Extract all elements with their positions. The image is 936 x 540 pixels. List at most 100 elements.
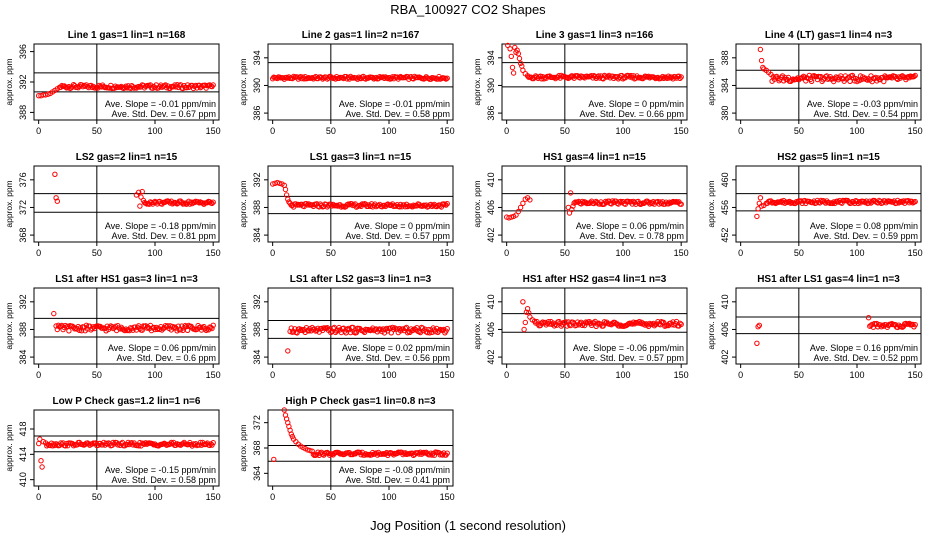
stat-std-dev: Ave. Std. Dev. = 0.57 ppm [580, 353, 684, 363]
y-tick-label: 388 [252, 322, 262, 337]
data-point [306, 201, 312, 207]
y-tick-label: 372 [252, 415, 262, 430]
data-point [558, 72, 564, 79]
x-tick-label: 150 [908, 126, 923, 136]
data-point [183, 85, 190, 91]
data-point [53, 195, 59, 201]
data-point [754, 340, 760, 346]
x-tick-label: 150 [440, 492, 455, 502]
plot-frame [735, 43, 922, 121]
y-tick-label: 414 [18, 447, 28, 462]
data-point [444, 75, 450, 81]
x-tick-label: 50 [794, 126, 804, 136]
data-point [76, 327, 83, 333]
data-point [304, 447, 311, 453]
y-tick-label: 376 [18, 172, 28, 187]
panel-5: LS2 gas=2 lin=1 n=15 368 372 376 approx. ppm… [4, 152, 221, 258]
x-tick-label: 50 [560, 126, 570, 136]
data-point [62, 84, 69, 90]
data-point [210, 199, 216, 205]
data-point [678, 74, 684, 80]
data-point [865, 315, 872, 321]
y-tick-label: 388 [252, 200, 262, 215]
data-point [835, 199, 842, 205]
panel-title: LS2 gas=2 lin=1 n=15 [76, 152, 178, 163]
data-point [198, 442, 205, 448]
data-point [136, 189, 142, 196]
x-tick-label: 0 [270, 370, 275, 380]
x-tick-label: 0 [36, 492, 41, 502]
data-point [635, 320, 641, 326]
y-axis-label: approx. ppm [4, 180, 14, 227]
stat-slope: Ave. Slope = 0.06 ppm/min [108, 343, 216, 353]
data-point [442, 201, 448, 207]
x-tick-label: 0 [36, 126, 41, 136]
data-point [522, 319, 528, 326]
stat-slope: Ave. Slope = -0.18 ppm/min [105, 221, 216, 231]
panel-title: Line 2 gas=1 lin=2 n=167 [302, 30, 420, 41]
data-point [677, 75, 683, 82]
data-points [270, 73, 450, 82]
y-tick-label: 456 [720, 200, 730, 215]
data-point [186, 322, 192, 329]
y-axis-label: approx. ppm [238, 424, 248, 471]
data-point [678, 321, 684, 327]
x-tick-label: 0 [738, 248, 743, 258]
data-point [507, 46, 513, 52]
panel-11: HS1 after HS2 gas=4 lin=1 n=3 402 406 410 ap… [472, 274, 689, 380]
x-tick-label: 100 [849, 370, 864, 380]
y-tick-label: 394 [252, 50, 262, 65]
x-tick-label: 50 [560, 248, 570, 258]
y-tick-label: 368 [18, 228, 28, 243]
data-points [504, 190, 684, 221]
y-axis-label: approx. ppm [4, 58, 14, 105]
data-point [515, 51, 521, 57]
data-point [510, 70, 517, 76]
y-axis-label: approx. ppm [238, 58, 248, 105]
data-point [444, 201, 450, 207]
x-tick-label: 150 [440, 248, 455, 258]
y-tick-label: 368 [252, 440, 262, 455]
data-point [514, 47, 520, 53]
data-point [363, 451, 369, 457]
data-point [912, 322, 918, 328]
stat-std-dev: Ave. Std. Dev. = 0.52 ppm [814, 353, 918, 363]
stat-std-dev: Ave. Std. Dev. = 0.58 ppm [346, 109, 450, 119]
data-point [170, 325, 177, 331]
data-point [144, 325, 150, 331]
x-tick-label: 50 [794, 370, 804, 380]
data-point [39, 464, 45, 470]
x-tick-label: 50 [326, 248, 336, 258]
data-point [520, 299, 526, 305]
x-tick-label: 0 [738, 126, 743, 136]
x-tick-label: 100 [381, 248, 396, 258]
data-point [443, 202, 449, 208]
x-tick-label: 0 [270, 248, 275, 258]
data-point [116, 325, 122, 331]
plot-frame [267, 43, 454, 121]
data-point [669, 322, 675, 328]
plot-frame [735, 165, 922, 243]
data-point [602, 198, 609, 205]
data-point [288, 431, 294, 437]
y-tick-label: 392 [252, 172, 262, 187]
data-points [36, 82, 216, 99]
y-tick-label: 396 [18, 44, 28, 59]
data-point [508, 53, 514, 60]
x-tick-label: 0 [270, 492, 275, 502]
plot-frame [267, 287, 454, 365]
y-tick-label: 410 [720, 294, 730, 309]
data-point [517, 60, 524, 66]
data-point [330, 325, 336, 331]
y-tick-label: 460 [720, 172, 730, 187]
stat-slope: Ave. Slope = 0 ppm/min [588, 99, 684, 109]
x-tick-label: 100 [147, 492, 162, 502]
panel-title: Low P Check gas=1.2 lin=1 n=6 [53, 396, 201, 407]
data-point [136, 443, 142, 449]
y-axis-label: approx. ppm [238, 302, 248, 349]
y-axis-label: approx. ppm [4, 302, 14, 349]
x-tick-label: 50 [560, 370, 570, 380]
data-point [523, 309, 530, 315]
x-tick-label: 150 [674, 370, 689, 380]
stat-slope: Ave. Slope = -0.01 ppm/min [105, 99, 216, 109]
